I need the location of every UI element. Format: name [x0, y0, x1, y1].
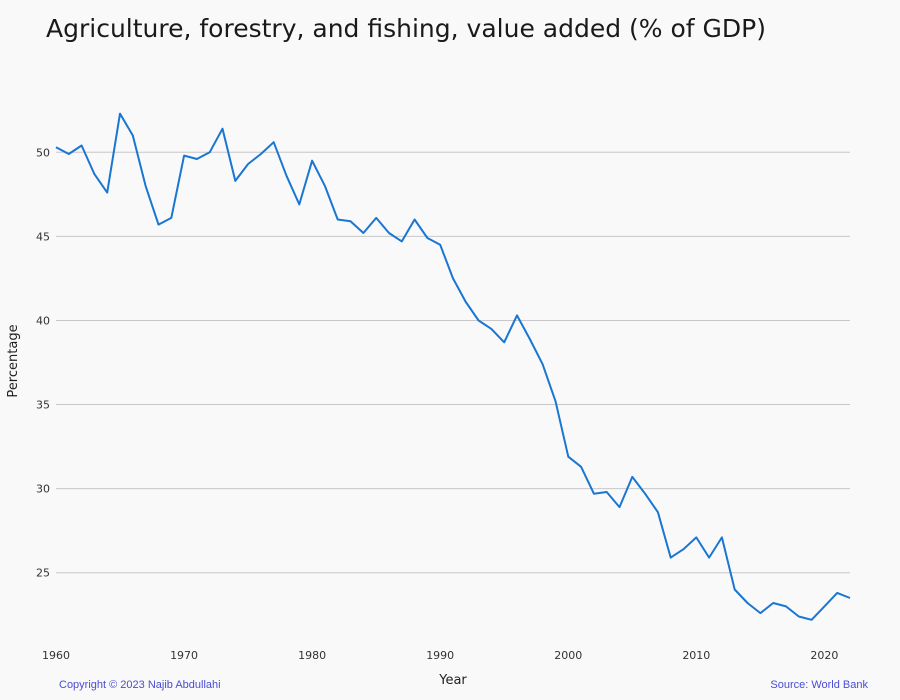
chart-title: Agriculture, forestry, and fishing, valu… [46, 14, 766, 43]
x-tick-label: 2010 [682, 649, 710, 662]
y-tick-label: 50 [36, 146, 50, 159]
copyright-text: Copyright © 2023 Najib Abdullahi [59, 679, 221, 691]
y-tick-label: 45 [36, 230, 50, 243]
x-tick-label: 1960 [42, 649, 70, 662]
x-axis-label: Year [438, 673, 467, 688]
x-axis-ticks: 1960 1970 1980 1990 2000 2010 2020 [42, 649, 838, 662]
y-tick-label: 35 [36, 399, 50, 412]
series-line-0 [55, 112, 851, 621]
x-tick-label: 1990 [426, 649, 454, 662]
y-tick-label: 30 [36, 483, 50, 496]
grid-lines [56, 151, 850, 574]
y-axis-ticks: 25 30 35 40 45 50 [36, 146, 50, 579]
source-text: Source: World Bank [770, 679, 868, 691]
y-tick-label: 25 [36, 567, 50, 580]
x-tick-label: 2000 [554, 649, 582, 662]
y-tick-label: 40 [36, 314, 50, 327]
x-tick-label: 1980 [298, 649, 326, 662]
series-lines [55, 112, 851, 621]
x-tick-label: 1970 [170, 649, 198, 662]
x-tick-label: 2020 [810, 649, 838, 662]
y-axis-label: Percentage [6, 324, 21, 397]
